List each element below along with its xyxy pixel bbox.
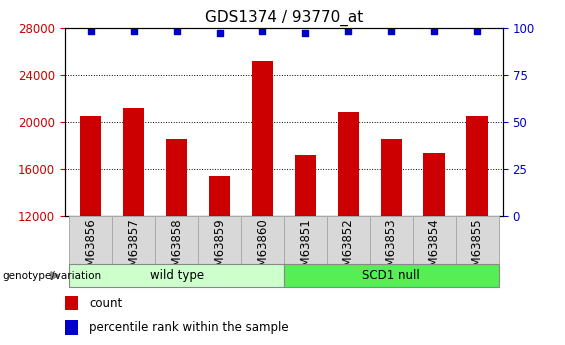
Bar: [284, 264, 498, 287]
Text: GSM63856: GSM63856: [84, 218, 97, 282]
Bar: [284, 216, 327, 264]
Bar: [370, 216, 412, 264]
Text: GSM63852: GSM63852: [342, 218, 355, 282]
Text: count: count: [89, 297, 122, 309]
Text: GSM63857: GSM63857: [127, 218, 140, 282]
Text: SCD1 null: SCD1 null: [362, 269, 420, 282]
Bar: [294, 155, 316, 216]
Bar: [198, 216, 241, 264]
Bar: [252, 60, 273, 216]
Point: [172, 29, 181, 34]
Bar: [337, 112, 359, 216]
Bar: [466, 116, 488, 216]
Point: [429, 29, 438, 34]
Text: percentile rank within the sample: percentile rank within the sample: [89, 321, 289, 334]
Title: GDS1374 / 93770_at: GDS1374 / 93770_at: [205, 10, 363, 26]
Bar: [380, 139, 402, 216]
Bar: [423, 153, 445, 216]
Text: GSM63860: GSM63860: [256, 218, 269, 282]
Bar: [455, 216, 498, 264]
Bar: [65, 320, 78, 335]
Bar: [80, 116, 102, 216]
Point: [344, 29, 353, 34]
Bar: [123, 108, 145, 216]
Point: [215, 30, 224, 36]
Bar: [69, 264, 284, 287]
Point: [258, 29, 267, 34]
Bar: [166, 139, 188, 216]
Bar: [155, 216, 198, 264]
Point: [301, 30, 310, 36]
Point: [386, 29, 396, 34]
Text: GSM63851: GSM63851: [299, 218, 312, 282]
Bar: [209, 176, 231, 216]
Bar: [69, 216, 112, 264]
Text: GSM63858: GSM63858: [170, 218, 183, 282]
Text: GSM63853: GSM63853: [385, 218, 398, 282]
Text: GSM63855: GSM63855: [471, 218, 484, 282]
Bar: [112, 216, 155, 264]
Point: [129, 29, 138, 34]
Text: genotype/variation: genotype/variation: [3, 271, 102, 280]
Text: GSM63859: GSM63859: [213, 218, 226, 282]
Text: GSM63854: GSM63854: [428, 218, 441, 282]
Point: [472, 29, 481, 34]
Bar: [327, 216, 370, 264]
Point: [86, 29, 95, 34]
Bar: [65, 296, 78, 310]
Bar: [412, 216, 455, 264]
Bar: [241, 216, 284, 264]
Text: wild type: wild type: [150, 269, 203, 282]
